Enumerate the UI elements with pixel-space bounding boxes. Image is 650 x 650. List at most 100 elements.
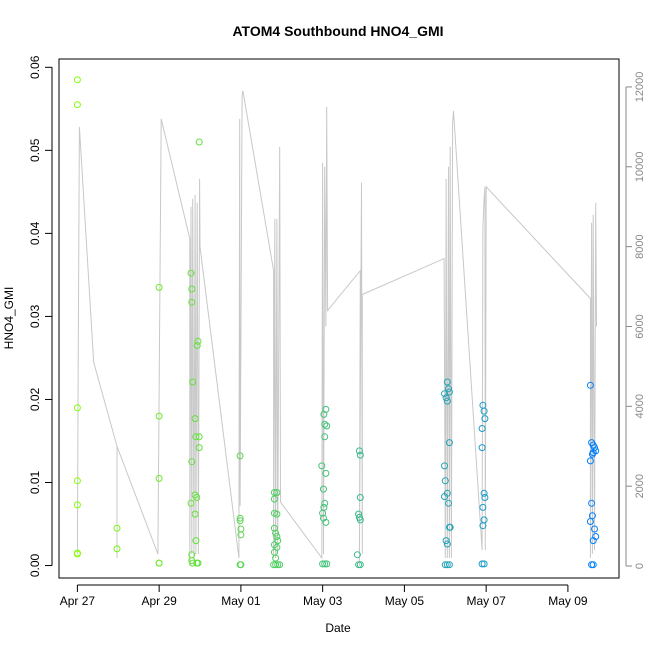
data-point: [478, 444, 486, 452]
x-tick-label: May 01: [221, 594, 261, 608]
data-point: [155, 559, 163, 567]
y-tick-label: 0.04: [28, 221, 42, 245]
data-point: [191, 510, 199, 518]
data-point: [588, 499, 596, 507]
data-point: [441, 477, 449, 485]
data-point: [481, 415, 489, 423]
data-point: [191, 415, 199, 423]
data-point: [356, 516, 364, 524]
data-point: [443, 540, 451, 548]
data-point: [322, 405, 330, 413]
data-point: [355, 447, 363, 455]
data-point: [443, 397, 451, 405]
x-tick-label: Apr 27: [60, 594, 96, 608]
data-point: [356, 451, 364, 459]
data-point: [270, 495, 278, 503]
data-point: [187, 499, 195, 507]
data-point: [273, 510, 281, 518]
data-point: [481, 494, 489, 501]
data-point: [441, 561, 449, 569]
data-point: [319, 509, 327, 517]
data-point: [237, 531, 245, 539]
data-point: [445, 439, 453, 447]
data-point: [441, 390, 448, 398]
data-point: [274, 537, 282, 545]
data-point: [195, 444, 203, 452]
data-point: [586, 381, 594, 389]
chart-title: ATOM4 Southbound HNO4_GMI: [232, 23, 443, 39]
data-point: [273, 489, 281, 496]
y-tick-label: 0.03: [28, 304, 42, 328]
y-tick-label: 0.02: [28, 387, 42, 411]
data-point: [480, 489, 488, 497]
data-point: [73, 477, 81, 485]
data-point: [443, 489, 451, 497]
data-point: [321, 433, 329, 441]
data-point: [591, 444, 598, 452]
data-point: [320, 485, 327, 493]
data-point: [445, 388, 453, 396]
data-point: [188, 458, 196, 466]
right-tick-label: 4000: [634, 394, 646, 418]
data-point: [445, 561, 453, 569]
y-tick-label: 0.06: [28, 55, 42, 79]
data-point: [193, 342, 201, 349]
data-point: [323, 560, 331, 568]
data-point: [236, 452, 244, 460]
data-point: [479, 503, 487, 511]
data-point: [270, 489, 278, 496]
data-point: [188, 285, 196, 293]
right-tick-label: 6000: [634, 314, 646, 338]
x-tick-label: May 09: [548, 594, 588, 608]
x-tick-label: May 07: [466, 594, 506, 608]
data-point: [322, 518, 330, 526]
data-point: [270, 524, 278, 532]
data-point: [478, 425, 486, 432]
data-point: [353, 551, 361, 559]
data-point: [478, 560, 486, 568]
y-axis-label: HNO4_GMI: [2, 287, 16, 350]
x-tick-label: May 05: [385, 594, 425, 608]
y-axis: 0.00 0.01 0.02 0.03 0.04 0.05 0.06: [28, 55, 53, 577]
data-point: [192, 537, 200, 545]
data-point: [586, 518, 594, 525]
x-tick-label: May 03: [303, 594, 343, 608]
right-tick-label: 0: [634, 563, 646, 569]
data-point: [189, 559, 197, 567]
data-point: [446, 523, 454, 531]
data-point: [272, 554, 280, 562]
data-point: [319, 560, 327, 568]
data-point: [480, 560, 488, 568]
right-axis: 0 2000 4000 6000 8000 10000 12000: [625, 72, 646, 569]
data-point: [318, 462, 326, 470]
data-point: [73, 76, 81, 84]
data-point: [194, 337, 202, 345]
data-point: [273, 533, 281, 540]
data-point: [274, 561, 282, 569]
data-point: [113, 545, 121, 553]
data-point: [270, 548, 278, 556]
data-point: [480, 407, 488, 415]
data-point: [272, 529, 280, 537]
data-point: [322, 469, 330, 477]
data-point: [443, 561, 451, 569]
data-point: [321, 560, 329, 568]
data-point: [73, 404, 81, 412]
data-point: [586, 457, 594, 465]
data-point: [356, 494, 364, 501]
y-tick-label: 0.05: [28, 138, 42, 162]
data-point: [323, 422, 331, 430]
data-point: [73, 101, 81, 109]
x-tick-label: Apr 29: [141, 594, 177, 608]
data-points: [73, 76, 600, 569]
data-point: [195, 433, 203, 441]
data-point: [195, 138, 203, 146]
right-tick-label: 8000: [634, 234, 646, 258]
data-point: [272, 561, 280, 569]
data-point: [591, 525, 598, 533]
data-point: [592, 533, 600, 540]
data-point: [321, 499, 329, 507]
plot-frame: [58, 58, 620, 579]
data-point: [237, 561, 245, 569]
right-tick-label: 12000: [634, 72, 646, 103]
